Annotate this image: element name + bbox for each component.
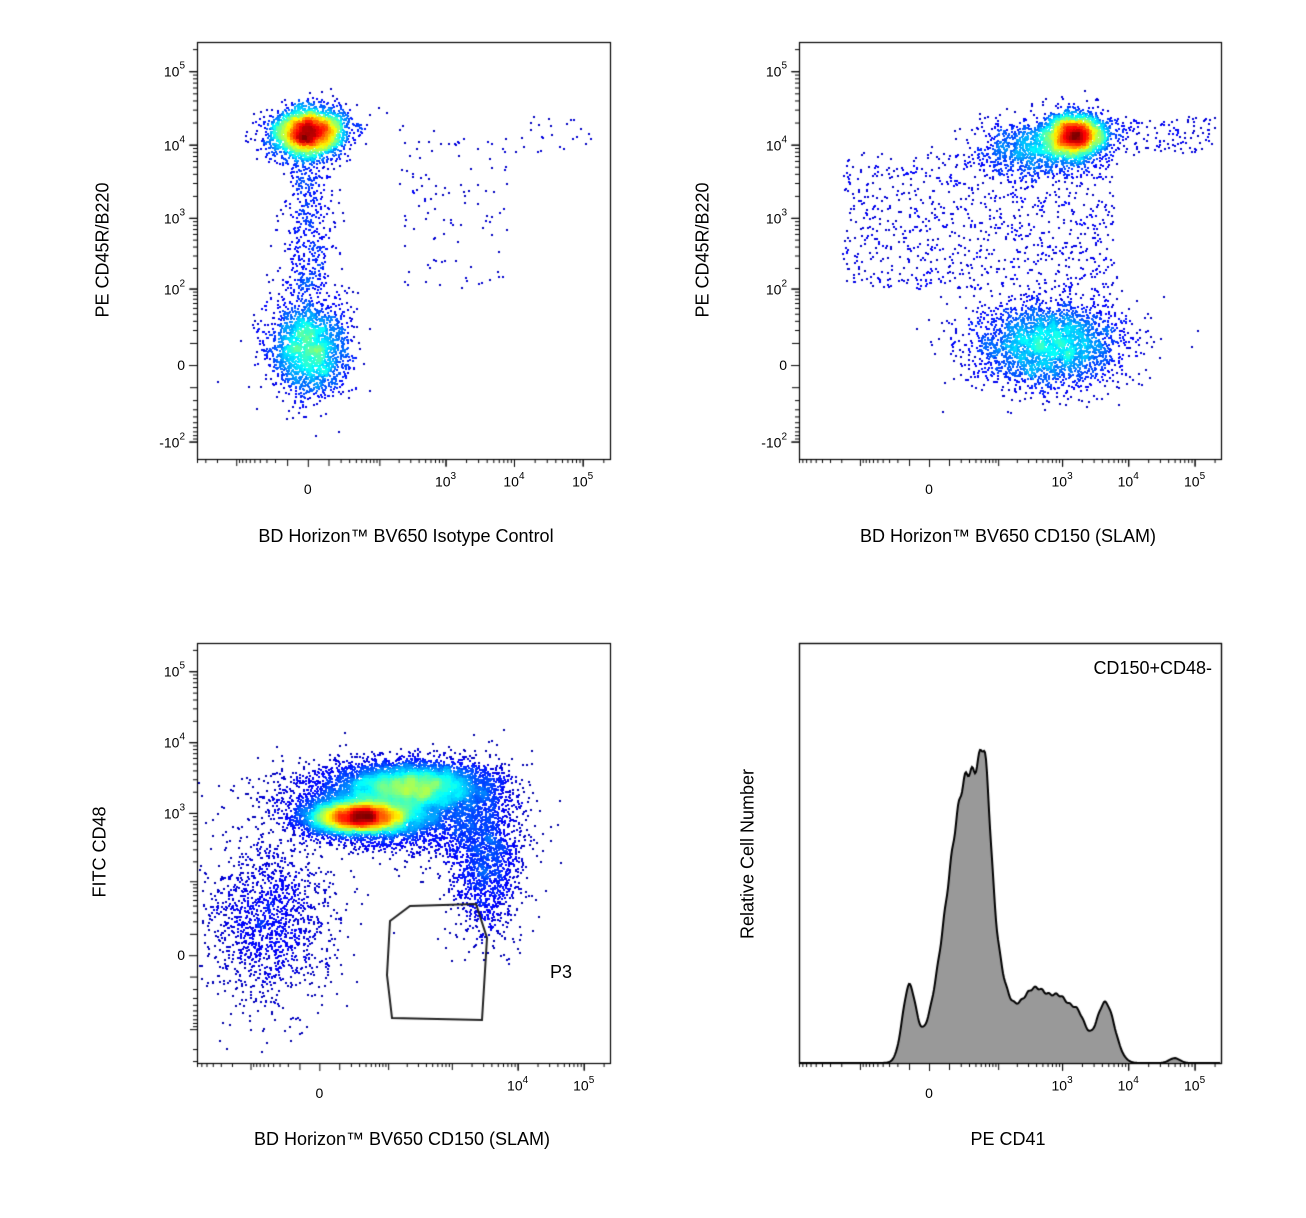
chart-canvas xyxy=(0,0,1306,1218)
